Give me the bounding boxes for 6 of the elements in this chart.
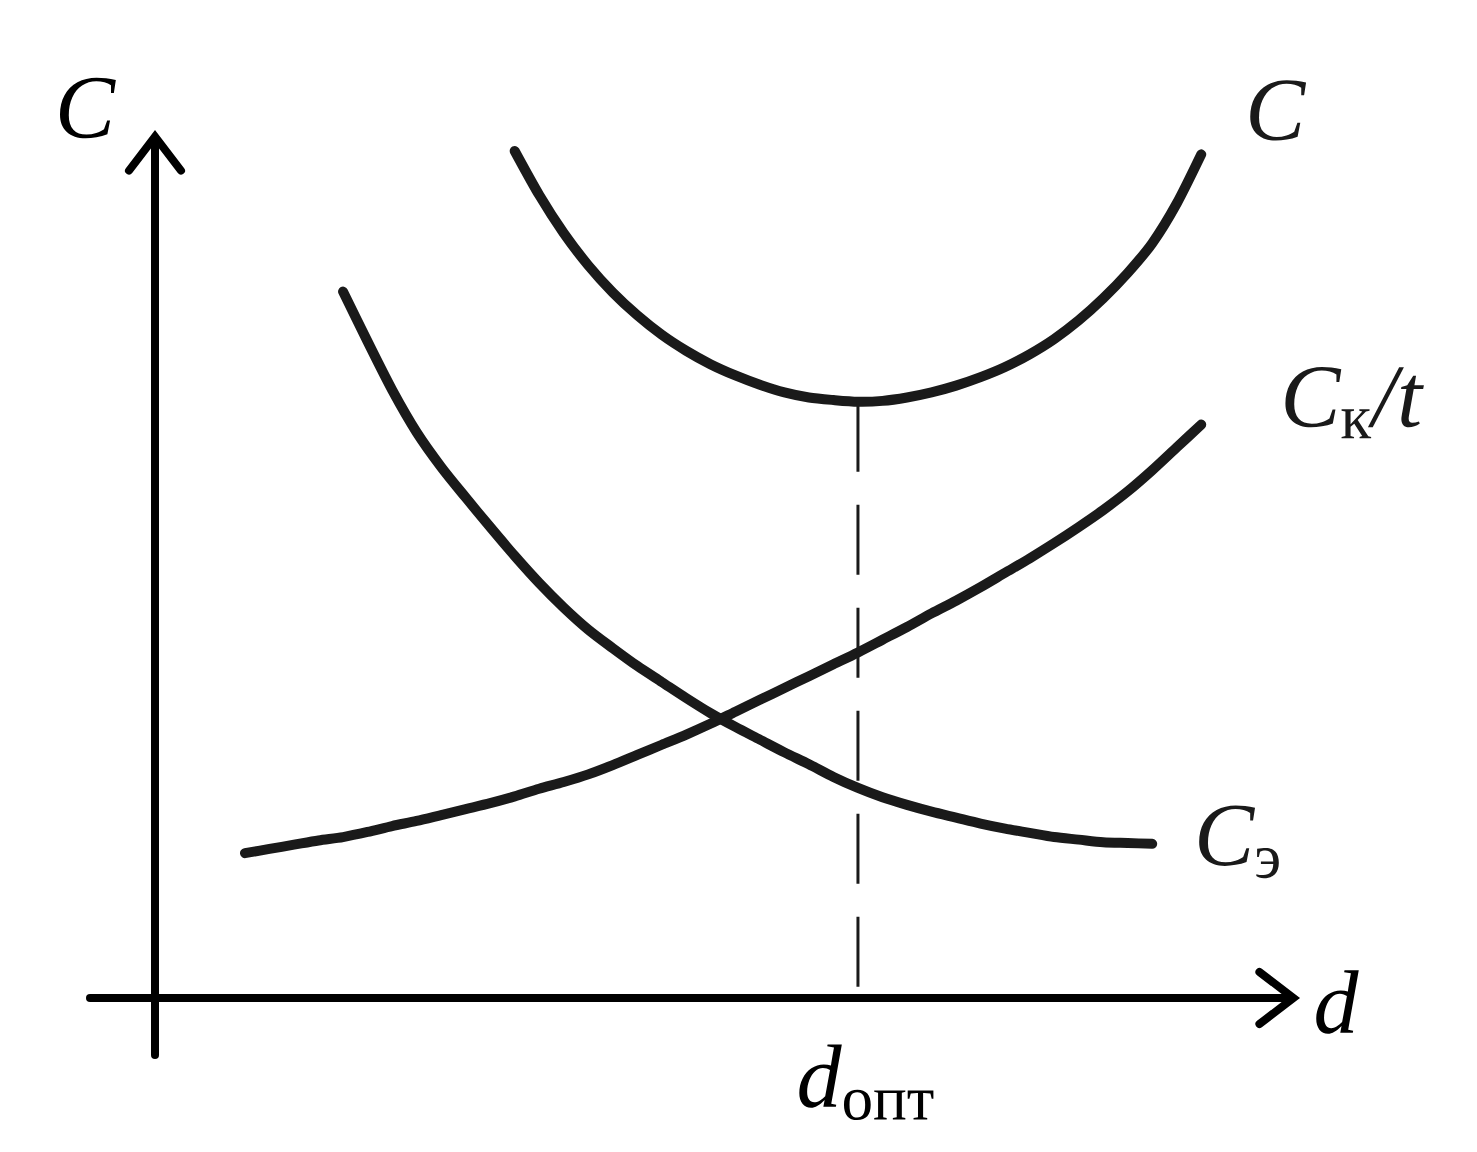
y-axis-title: C	[60, 77, 116, 139]
x-axis-title: d	[1316, 970, 1359, 1034]
text: d$_{опт}$	[799, 1044, 934, 1121]
series-label: C$_{э}$	[1199, 805, 1279, 879]
series-label: C	[1250, 80, 1307, 141]
series-label: C$_{к}$/t	[1285, 366, 1424, 439]
